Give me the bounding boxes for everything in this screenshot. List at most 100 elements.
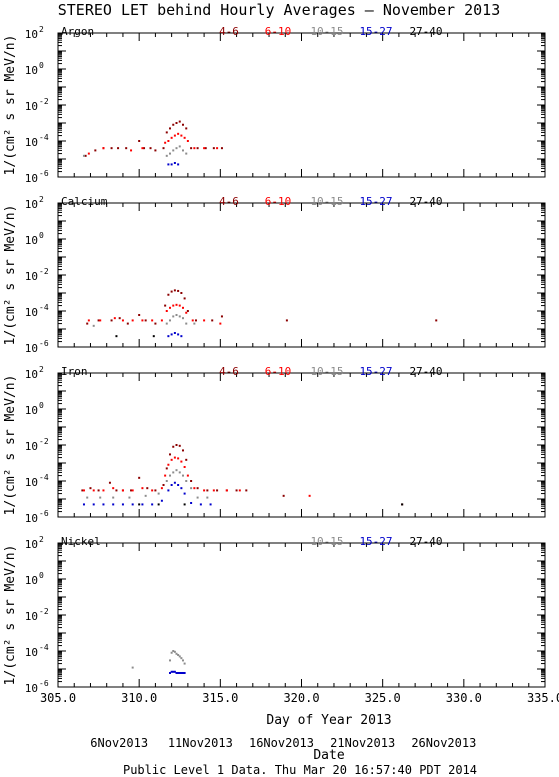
data-point-4-6 [138, 313, 141, 316]
data-point-4-6 [149, 147, 152, 150]
data-point-15-27 [177, 671, 180, 674]
data-point-4-6 [144, 319, 147, 322]
data-point-6-10 [186, 474, 189, 477]
data-point-15-27 [183, 671, 186, 674]
data-point-6-10 [82, 489, 85, 492]
y-tick-exponent: -6 [39, 339, 49, 348]
data-point-10-15 [173, 650, 176, 653]
data-point-6-10 [141, 147, 144, 150]
data-point-4-6 [220, 315, 223, 318]
y-tick-exponent: -4 [39, 643, 49, 652]
element-label: Nickel [61, 535, 101, 548]
y-tick-label: 10 [25, 270, 38, 283]
data-point-6-10 [216, 147, 219, 150]
data-point-10-15 [82, 154, 85, 157]
data-point-4-6 [167, 293, 170, 296]
data-point-6-10 [121, 489, 124, 492]
data-point-10-15 [178, 315, 181, 318]
data-point-4-6 [110, 147, 113, 150]
data-point-6-10 [169, 306, 172, 309]
date-tick-label: 16Nov2013 [249, 736, 314, 750]
data-point-15-27 [167, 163, 170, 166]
data-point-4-6 [86, 322, 89, 325]
data-point-15-27 [121, 503, 124, 506]
data-point-6-10 [180, 134, 183, 137]
legend-4-6: 4-6 [219, 25, 239, 38]
panel-frame [57, 32, 546, 178]
data-point-4-6 [97, 489, 100, 492]
data-point-10-15 [180, 657, 183, 660]
data-point-4-6 [190, 480, 193, 482]
data-point-6-10 [183, 136, 186, 139]
data-point-10-15 [112, 496, 115, 499]
data-point-6-10 [151, 319, 154, 322]
data-point-4-6 [169, 127, 172, 130]
y-tick-label: 10 [25, 172, 38, 185]
data-point-15-27 [190, 501, 193, 504]
data-point-6-10 [181, 306, 184, 309]
data-point-15-27 [177, 483, 180, 486]
data-point-15-27 [170, 670, 173, 673]
y-tick-label: 10 [25, 136, 38, 149]
data-point-6-10 [170, 458, 173, 461]
y-axis-label: 1/(cm² s sr MeV/n) [3, 205, 18, 346]
data-point-6-10 [170, 136, 173, 139]
data-point-6-10 [219, 322, 222, 325]
element-label: Argon [61, 25, 94, 38]
legend-4-6: 4-6 [219, 365, 239, 378]
data-point-10-15 [178, 655, 181, 658]
data-point-10-15 [99, 496, 102, 499]
data-point-4-6 [235, 489, 238, 492]
data-point-15-27 [181, 671, 184, 674]
y-tick-exponent: -6 [39, 169, 49, 178]
data-point-10-15 [181, 659, 184, 662]
data-point-4-6 [169, 453, 172, 456]
date-tick-label: 6Nov2013 [90, 736, 148, 750]
data-point-10-15 [165, 154, 168, 157]
x-tick-label: 335.0 [527, 691, 559, 705]
data-point-4-6 [118, 317, 121, 320]
data-point-10-15 [131, 666, 134, 669]
data-point-15-27 [173, 161, 176, 164]
data-point-15-27 [170, 333, 173, 336]
data-point-4-6 [185, 127, 188, 130]
data-point-4-6 [220, 147, 223, 150]
data-point-4-6 [186, 310, 189, 312]
data-point-10-15 [190, 487, 193, 490]
y-tick-label: 10 [25, 100, 38, 113]
data-point-15-27 [170, 163, 173, 166]
data-point-10-15 [175, 652, 178, 655]
data-point-6-10 [308, 494, 311, 497]
y-tick-label: 10 [25, 28, 38, 41]
data-point-4-6 [97, 319, 100, 322]
legend-6-10: 6-10 [265, 195, 292, 208]
y-tick-exponent: -2 [39, 607, 49, 616]
data-point-10-15 [169, 319, 172, 322]
date-tick-label: 26Nov2013 [411, 736, 476, 750]
x-tick-label: 330.0 [446, 691, 482, 705]
data-point-15-27 [177, 333, 180, 336]
legend-6-10: 6-10 [265, 365, 292, 378]
data-point-4-6 [196, 147, 199, 150]
data-point-4-6 [172, 123, 175, 126]
data-point-4-6 [89, 487, 92, 490]
data-point-10-15 [178, 471, 181, 474]
data-point-6-10 [99, 319, 102, 322]
x-tick-label: 305.0 [40, 691, 76, 705]
legend-10-15: 10-15 [310, 195, 343, 208]
data-point-10-15 [206, 496, 209, 499]
legend-4-6: 4-6 [219, 195, 239, 208]
y-tick-exponent: -4 [39, 133, 49, 142]
data-point-4-6 [185, 458, 188, 461]
y-tick-exponent: -2 [39, 267, 49, 276]
data-point-6-10 [175, 303, 178, 306]
legend-15-27: 15-27 [359, 365, 392, 378]
data-point-6-10 [131, 489, 134, 492]
data-point-4-6 [190, 147, 193, 150]
data-point-15-27 [183, 492, 186, 495]
data-point-6-10 [183, 465, 186, 468]
data-point-6-10 [238, 489, 241, 492]
